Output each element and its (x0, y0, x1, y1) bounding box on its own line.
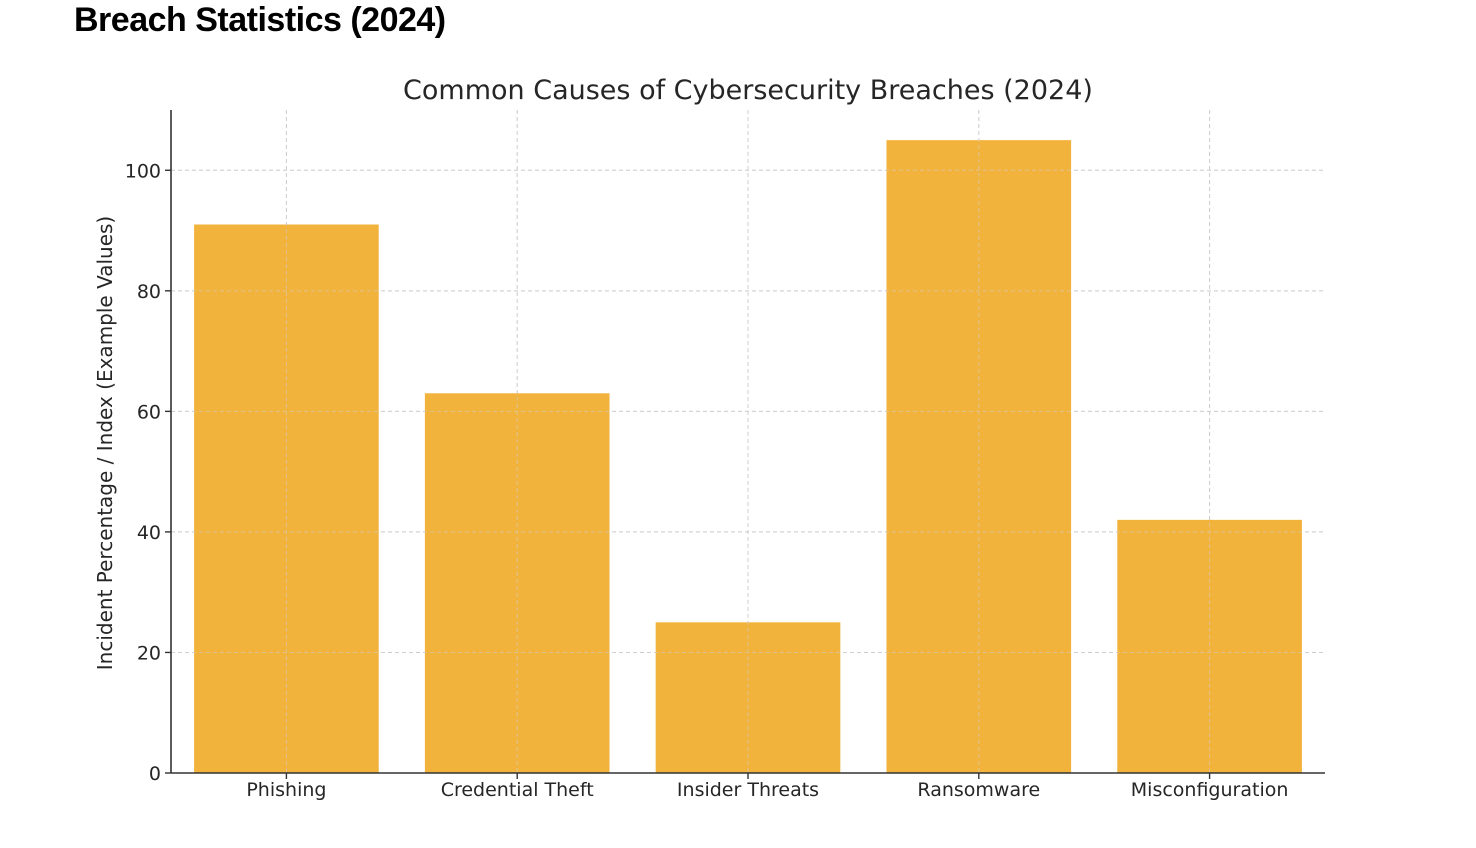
bar-misconfiguration (1117, 519, 1302, 773)
tick-labels: 0 20 40 60 80 100 Phishing Credential Theft Insi… (125, 160, 1289, 801)
x-tick-label: Insider Threats (677, 779, 819, 801)
y-tick-label: 80 (137, 281, 161, 303)
y-tick-label: 100 (125, 160, 161, 182)
y-tick-label: 20 (137, 642, 161, 664)
chart-title: Common Causes of Cybersecurity Breaches … (403, 75, 1093, 106)
page-heading: Breach Statistics (2024) (74, 1, 446, 39)
axes (165, 110, 1325, 779)
x-tick-label: Misconfiguration (1131, 779, 1289, 801)
y-tick-label: 0 (149, 763, 161, 785)
bar-credential-theft (424, 393, 610, 773)
y-tick-label: 40 (137, 522, 161, 544)
y-tick-label: 60 (137, 401, 161, 423)
x-tick-label: Ransomware (917, 779, 1040, 801)
grid-overlay (171, 110, 1325, 773)
x-tick-label: Phishing (246, 779, 326, 801)
y-axis-label: Incident Percentage / Index (Example Val… (93, 216, 117, 670)
x-tick-label: Credential Theft (441, 779, 594, 801)
